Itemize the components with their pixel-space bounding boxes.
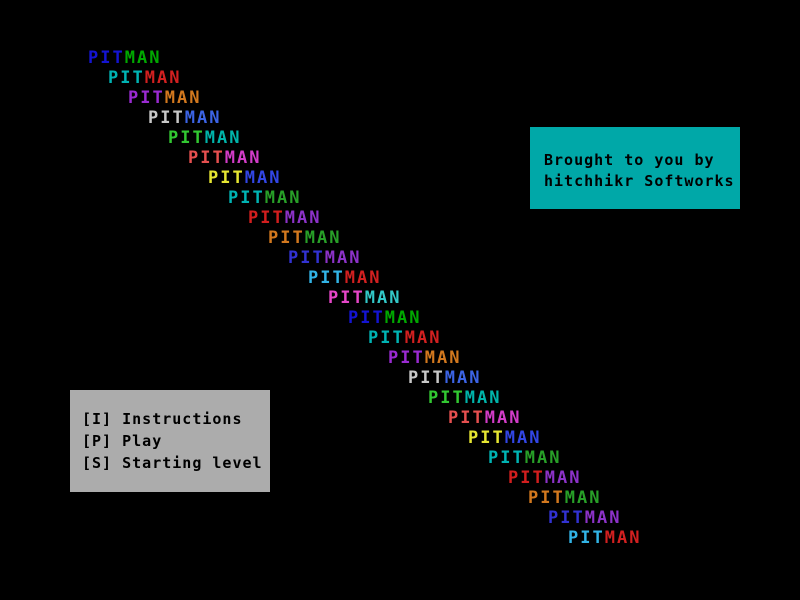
title-word-first-part: PIT [528,488,565,508]
title-word-second-part: MAN [224,148,262,168]
title-cascade-line: PITMAN [568,530,641,547]
title-cascade-line: PITMAN [488,450,561,467]
title-word-first-part: PIT [408,368,445,388]
credits-line-2: hitchhikr Softworks [544,172,735,190]
title-word-first-part: PIT [468,428,505,448]
title-word-first-part: PIT [428,388,465,408]
title-word-second-part: MAN [564,488,602,508]
title-word-first-part: PIT [168,128,205,148]
title-cascade-line: PITMAN [108,70,181,87]
title-word-first-part: PIT [368,328,405,348]
title-word-second-part: MAN [604,528,642,548]
title-word-second-part: MAN [144,68,182,88]
title-cascade-line: PITMAN [548,510,621,527]
title-word-first-part: PIT [88,48,125,68]
title-word-second-part: MAN [244,168,282,188]
title-word-first-part: PIT [508,468,545,488]
title-word-first-part: PIT [548,508,585,528]
title-cascade-line: PITMAN [208,170,281,187]
title-word-second-part: MAN [504,428,542,448]
title-cascade-line: PITMAN [368,330,441,347]
title-word-second-part: MAN [324,248,362,268]
title-word-second-part: MAN [344,268,382,288]
title-word-second-part: MAN [464,388,502,408]
title-cascade-line: PITMAN [188,150,261,167]
menu-item-play[interactable]: [P] Play [82,432,163,450]
title-word-second-part: MAN [444,368,482,388]
title-cascade-line: PITMAN [308,270,381,287]
title-cascade-line: PITMAN [288,250,361,267]
title-cascade-line: PITMAN [328,290,401,307]
title-word-second-part: MAN [124,48,162,68]
title-word-first-part: PIT [308,268,345,288]
title-cascade-line: PITMAN [268,230,341,247]
title-cascade-line: PITMAN [88,50,161,67]
title-word-first-part: PIT [228,188,265,208]
title-word-first-part: PIT [148,108,185,128]
title-word-first-part: PIT [128,88,165,108]
title-word-first-part: PIT [348,308,385,328]
title-word-first-part: PIT [448,408,485,428]
title-word-first-part: PIT [388,348,425,368]
title-cascade-line: PITMAN [388,350,461,367]
title-word-first-part: PIT [568,528,605,548]
title-cascade-line: PITMAN [168,130,241,147]
menu-panel: [I] Instructions [P] Play [S] Starting l… [70,390,270,492]
title-word-second-part: MAN [304,228,342,248]
title-word-first-part: PIT [328,288,365,308]
title-cascade-line: PITMAN [528,490,601,507]
title-word-second-part: MAN [364,288,402,308]
title-word-second-part: MAN [524,448,562,468]
title-word-first-part: PIT [488,448,525,468]
title-word-second-part: MAN [164,88,202,108]
title-cascade-line: PITMAN [468,430,541,447]
title-word-second-part: MAN [484,408,522,428]
title-word-second-part: MAN [284,208,322,228]
title-cascade-line: PITMAN [448,410,521,427]
title-cascade-line: PITMAN [128,90,201,107]
credits-panel: Brought to you by hitchhikr Softworks [530,127,740,209]
title-cascade-line: PITMAN [228,190,301,207]
title-word-second-part: MAN [424,348,462,368]
title-word-first-part: PIT [248,208,285,228]
credits-line-1: Brought to you by [544,151,715,169]
title-cascade-line: PITMAN [348,310,421,327]
title-word-first-part: PIT [188,148,225,168]
title-word-first-part: PIT [108,68,145,88]
title-word-second-part: MAN [404,328,442,348]
title-word-second-part: MAN [544,468,582,488]
title-cascade-line: PITMAN [248,210,321,227]
title-cascade-line: PITMAN [408,370,481,387]
title-word-second-part: MAN [584,508,622,528]
menu-item-starting-level[interactable]: [S] Starting level [82,454,263,472]
title-word-first-part: PIT [268,228,305,248]
title-word-first-part: PIT [208,168,245,188]
title-word-first-part: PIT [288,248,325,268]
menu-item-instructions[interactable]: [I] Instructions [82,410,243,428]
title-word-second-part: MAN [204,128,242,148]
title-cascade-line: PITMAN [508,470,581,487]
title-cascade-line: PITMAN [428,390,501,407]
title-word-second-part: MAN [184,108,222,128]
title-word-second-part: MAN [384,308,422,328]
title-word-second-part: MAN [264,188,302,208]
title-cascade-line: PITMAN [148,110,221,127]
